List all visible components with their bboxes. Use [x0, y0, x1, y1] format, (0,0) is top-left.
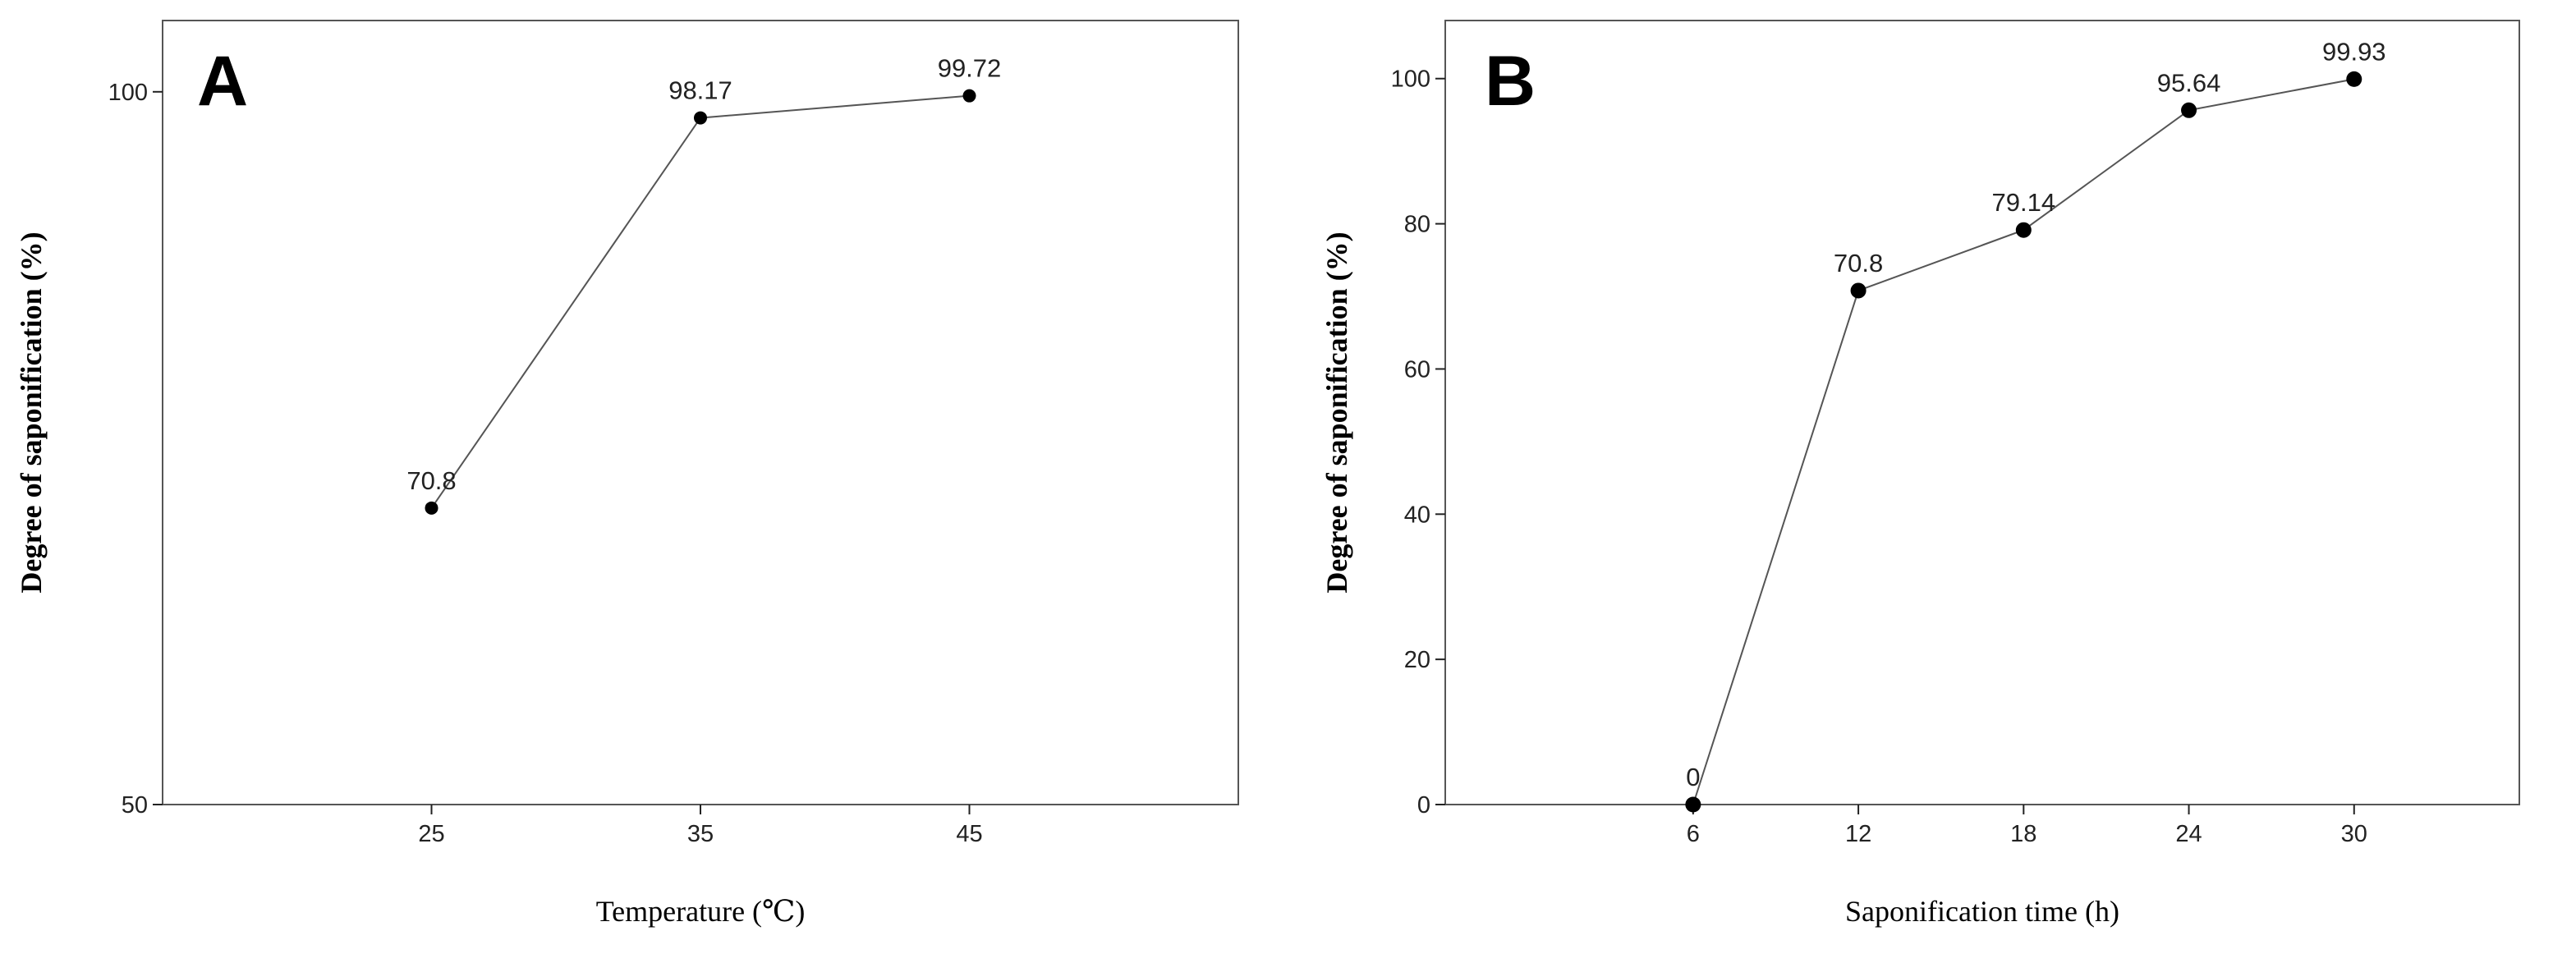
data-point [962, 89, 976, 103]
y-tick-label: 100 [108, 80, 148, 106]
panel-label: B [1485, 42, 1536, 121]
plot-frame [162, 20, 1239, 805]
panel-a: A 50 100 25 35 45 Temperature (℃) Degree of sap… [15, 20, 1239, 928]
data-label: 0 [1686, 763, 1700, 791]
y-tick-label: 20 [1404, 647, 1430, 673]
panel-b: B 0 20 40 60 80 100 6 12 18 24 30 Saponification tim… [1320, 20, 2520, 928]
data-label: 79.14 [1992, 188, 2056, 217]
plot-frame [1444, 20, 2520, 805]
x-tick-label: 18 [2010, 821, 2036, 847]
x-axis-title: Saponification time (h) [1845, 895, 2119, 928]
x-tick-label: 12 [1845, 821, 1871, 847]
y-tick-label: 40 [1404, 502, 1430, 528]
y-tick-label: 100 [1391, 66, 1430, 93]
data-label: 70.8 [1834, 249, 1883, 277]
y-tick-label: 0 [1417, 792, 1430, 819]
x-tick-label: 35 [687, 821, 714, 847]
data-label: 99.72 [938, 54, 1002, 83]
data-point [2181, 102, 2197, 118]
data-label: 99.93 [2322, 37, 2386, 66]
data-label: 70.8 [406, 466, 456, 495]
x-tick-label: 24 [2175, 821, 2202, 847]
data-point [1850, 282, 1867, 299]
x-tick-label: 45 [956, 821, 982, 847]
data-point [2346, 71, 2362, 87]
x-tick-label: 30 [2341, 821, 2367, 847]
x-tick-label: 25 [418, 821, 444, 847]
y-tick-label: 50 [122, 792, 148, 819]
x-tick-label: 6 [1687, 821, 1700, 847]
data-point [2015, 222, 2032, 238]
data-label: 98.17 [668, 76, 732, 105]
y-axis-title: Degree of saponification (%) [15, 232, 48, 593]
x-axis-title: Temperature (℃) [596, 895, 806, 928]
data-label: 95.64 [2157, 68, 2221, 97]
data-point [425, 501, 439, 515]
y-tick-label: 80 [1404, 212, 1430, 238]
y-tick-label: 60 [1404, 356, 1430, 383]
data-point [694, 111, 707, 125]
data-point [1685, 796, 1701, 813]
panel-label: A [197, 42, 248, 121]
y-axis-title: Degree of saponification (%) [1320, 232, 1353, 593]
